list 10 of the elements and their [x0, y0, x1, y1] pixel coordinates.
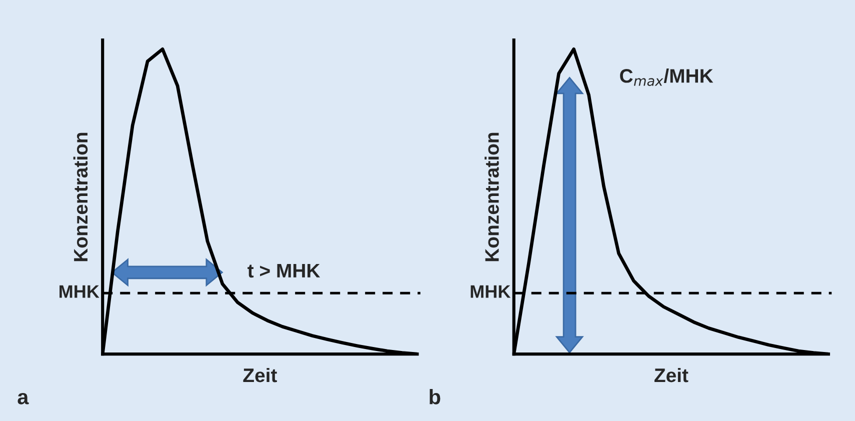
x-axis-title: Zeit: [654, 368, 688, 382]
y-axis-title: Konzentration: [484, 132, 499, 262]
ref-line-label: MHK: [60, 285, 100, 298]
annotation: t > MHK: [248, 264, 320, 278]
x-axis-title: Zeit: [243, 368, 277, 382]
text: a: [18, 392, 29, 404]
y-axis-title: Konzentration: [73, 132, 88, 262]
ref-line-label: MHK: [470, 285, 511, 298]
annotation: C$_{max}$/MHK: [620, 68, 714, 86]
text: b: [430, 389, 440, 404]
